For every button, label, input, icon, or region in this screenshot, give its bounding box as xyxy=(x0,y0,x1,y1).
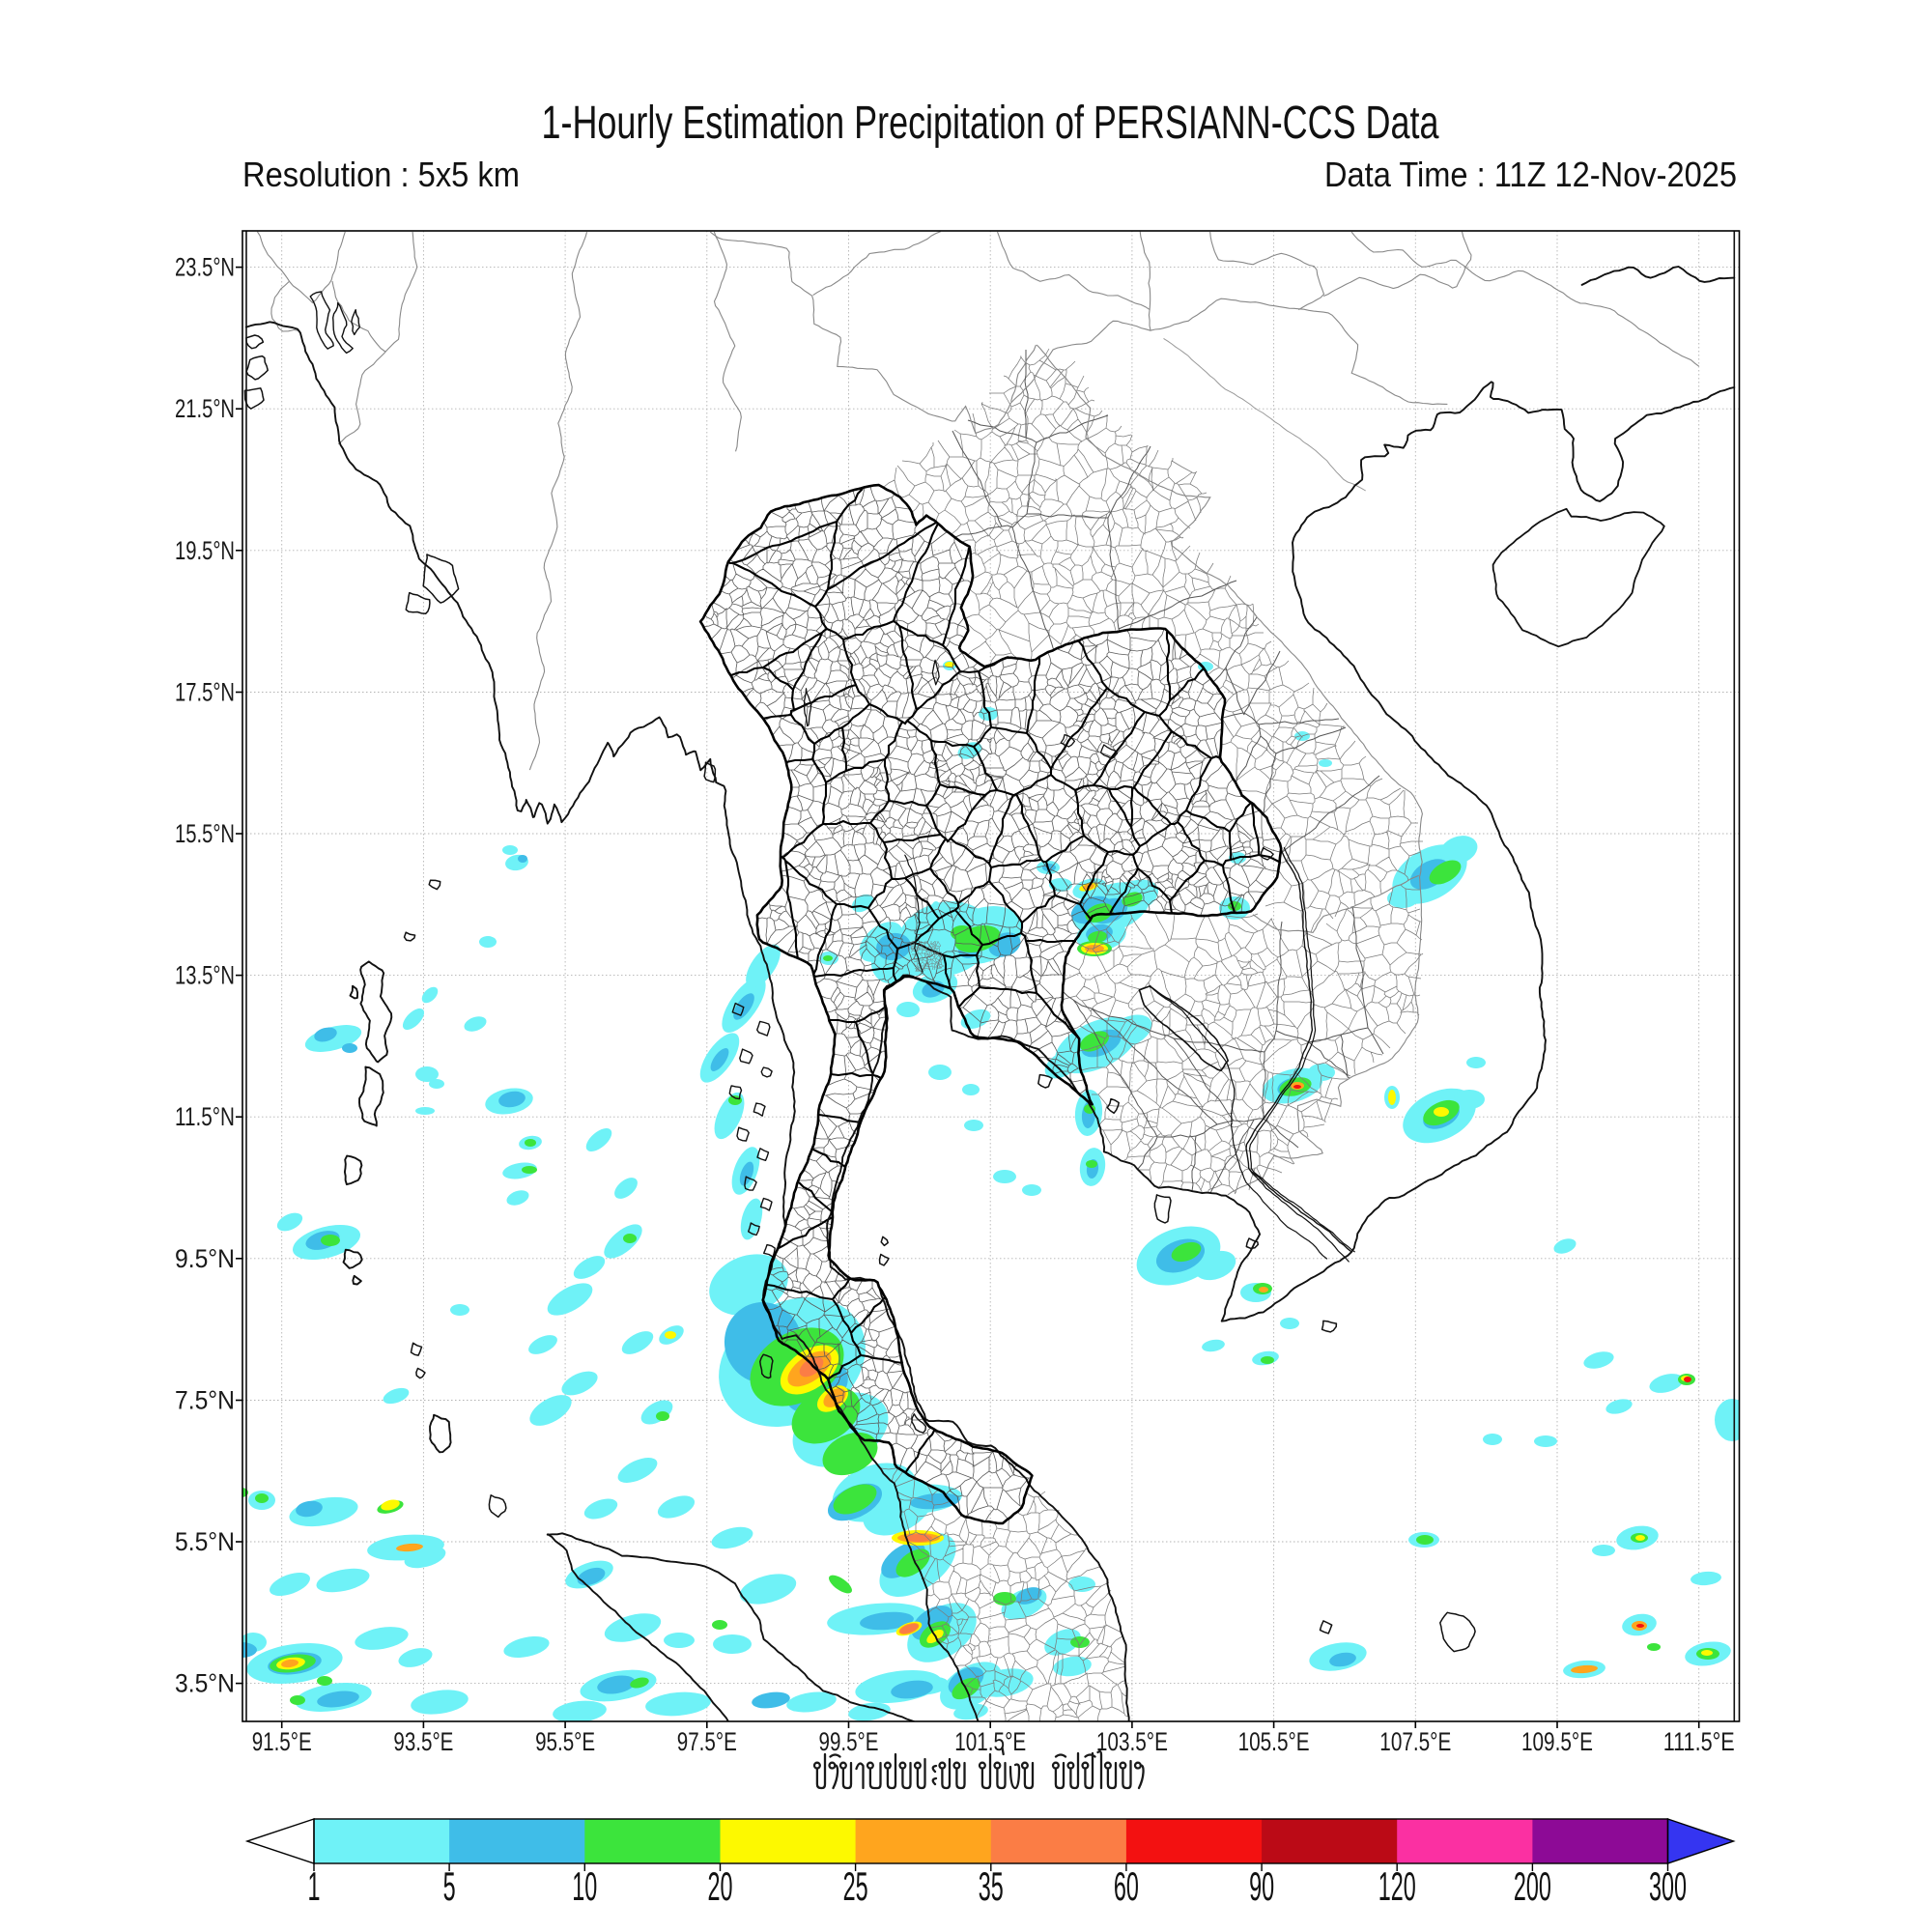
svg-text:Data Time : 11Z 12-Nov-2025: Data Time : 11Z 12-Nov-2025 xyxy=(1324,155,1737,194)
svg-text:Resolution : 5x5 km: Resolution : 5x5 km xyxy=(242,155,520,194)
svg-text:107.5°E: 107.5°E xyxy=(1379,1727,1451,1756)
svg-text:23.5°N: 23.5°N xyxy=(175,253,235,282)
svg-text:300: 300 xyxy=(1649,1863,1687,1909)
svg-text:101.5°E: 101.5°E xyxy=(954,1727,1026,1756)
svg-text:1-Hourly Estimation Precipitat: 1-Hourly Estimation Precipitation of PER… xyxy=(542,98,1439,149)
svg-text:95.5°E: 95.5°E xyxy=(535,1727,595,1756)
svg-text:60: 60 xyxy=(1114,1863,1139,1909)
svg-text:19.5°N: 19.5°N xyxy=(175,536,235,565)
svg-text:3.5°N: 3.5°N xyxy=(175,1669,235,1698)
svg-text:17.5°N: 17.5°N xyxy=(175,678,235,707)
svg-text:21.5°N: 21.5°N xyxy=(175,394,235,423)
svg-text:5.5°N: 5.5°N xyxy=(175,1527,235,1556)
svg-text:13.5°N: 13.5°N xyxy=(175,961,235,990)
svg-text:103.5°E: 103.5°E xyxy=(1096,1727,1168,1756)
svg-text:97.5°E: 97.5°E xyxy=(677,1727,737,1756)
svg-text:10: 10 xyxy=(572,1863,597,1909)
svg-text:7.5°N: 7.5°N xyxy=(175,1386,235,1415)
svg-text:1: 1 xyxy=(308,1863,321,1909)
svg-text:11.5°N: 11.5°N xyxy=(175,1102,235,1131)
svg-text:20: 20 xyxy=(708,1863,733,1909)
svg-text:99.5°E: 99.5°E xyxy=(819,1727,879,1756)
svg-text:105.5°E: 105.5°E xyxy=(1238,1727,1310,1756)
svg-text:120: 120 xyxy=(1378,1863,1416,1909)
svg-text:25: 25 xyxy=(843,1863,868,1909)
svg-text:91.5°E: 91.5°E xyxy=(252,1727,312,1756)
svg-text:35: 35 xyxy=(979,1863,1004,1909)
svg-text:15.5°N: 15.5°N xyxy=(175,819,235,848)
svg-text:90: 90 xyxy=(1249,1863,1274,1909)
svg-text:5: 5 xyxy=(443,1863,456,1909)
svg-text:111.5°E: 111.5°E xyxy=(1663,1727,1735,1756)
svg-text:9.5°N: 9.5°N xyxy=(175,1244,235,1273)
svg-text:200: 200 xyxy=(1514,1863,1551,1909)
svg-text:109.5°E: 109.5°E xyxy=(1521,1727,1593,1756)
svg-text:93.5°E: 93.5°E xyxy=(393,1727,453,1756)
